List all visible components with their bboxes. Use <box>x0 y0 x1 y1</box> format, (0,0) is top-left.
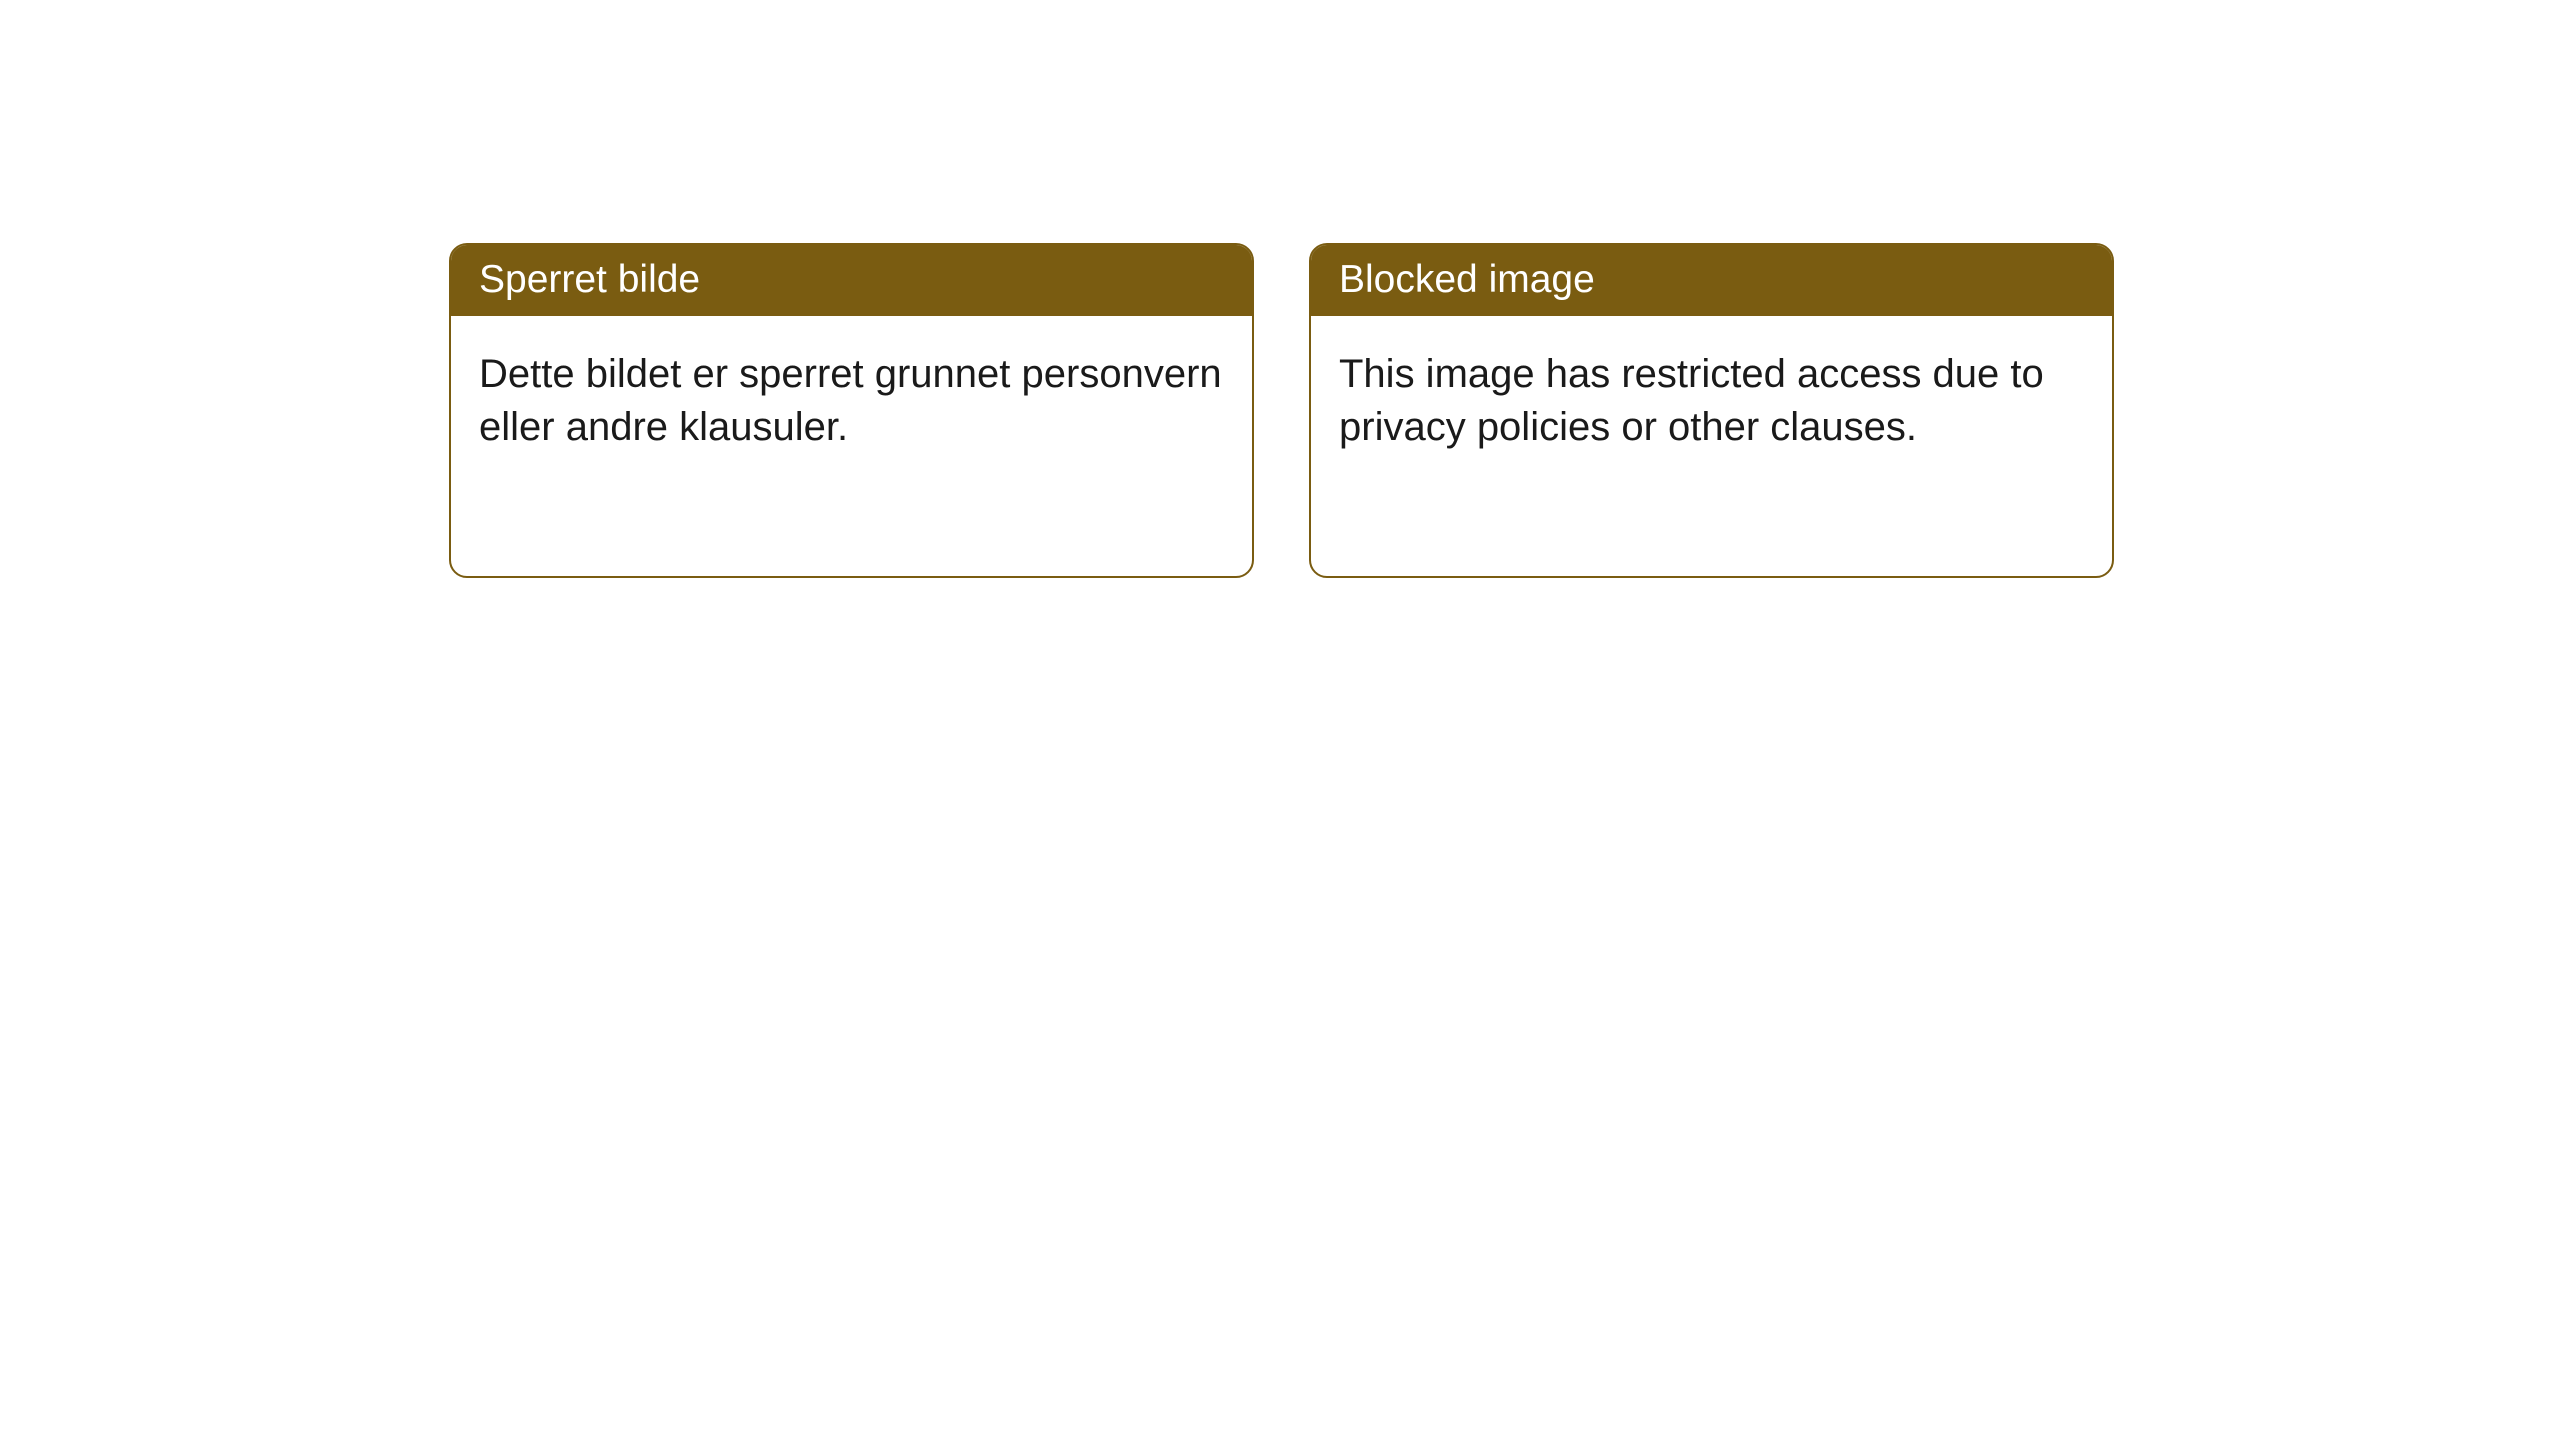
card-header-no: Sperret bilde <box>451 245 1252 316</box>
card-title-en: Blocked image <box>1339 258 1595 301</box>
blocked-image-card-no: Sperret bilde Dette bildet er sperret gr… <box>449 243 1254 578</box>
card-body-text-en: This image has restricted access due to … <box>1339 352 2044 449</box>
notice-container: Sperret bilde Dette bildet er sperret gr… <box>0 0 2560 578</box>
card-title-no: Sperret bilde <box>479 258 700 301</box>
card-header-en: Blocked image <box>1311 245 2112 316</box>
card-body-en: This image has restricted access due to … <box>1311 316 2112 486</box>
blocked-image-card-en: Blocked image This image has restricted … <box>1309 243 2114 578</box>
card-body-no: Dette bildet er sperret grunnet personve… <box>451 316 1252 486</box>
card-body-text-no: Dette bildet er sperret grunnet personve… <box>479 352 1222 449</box>
